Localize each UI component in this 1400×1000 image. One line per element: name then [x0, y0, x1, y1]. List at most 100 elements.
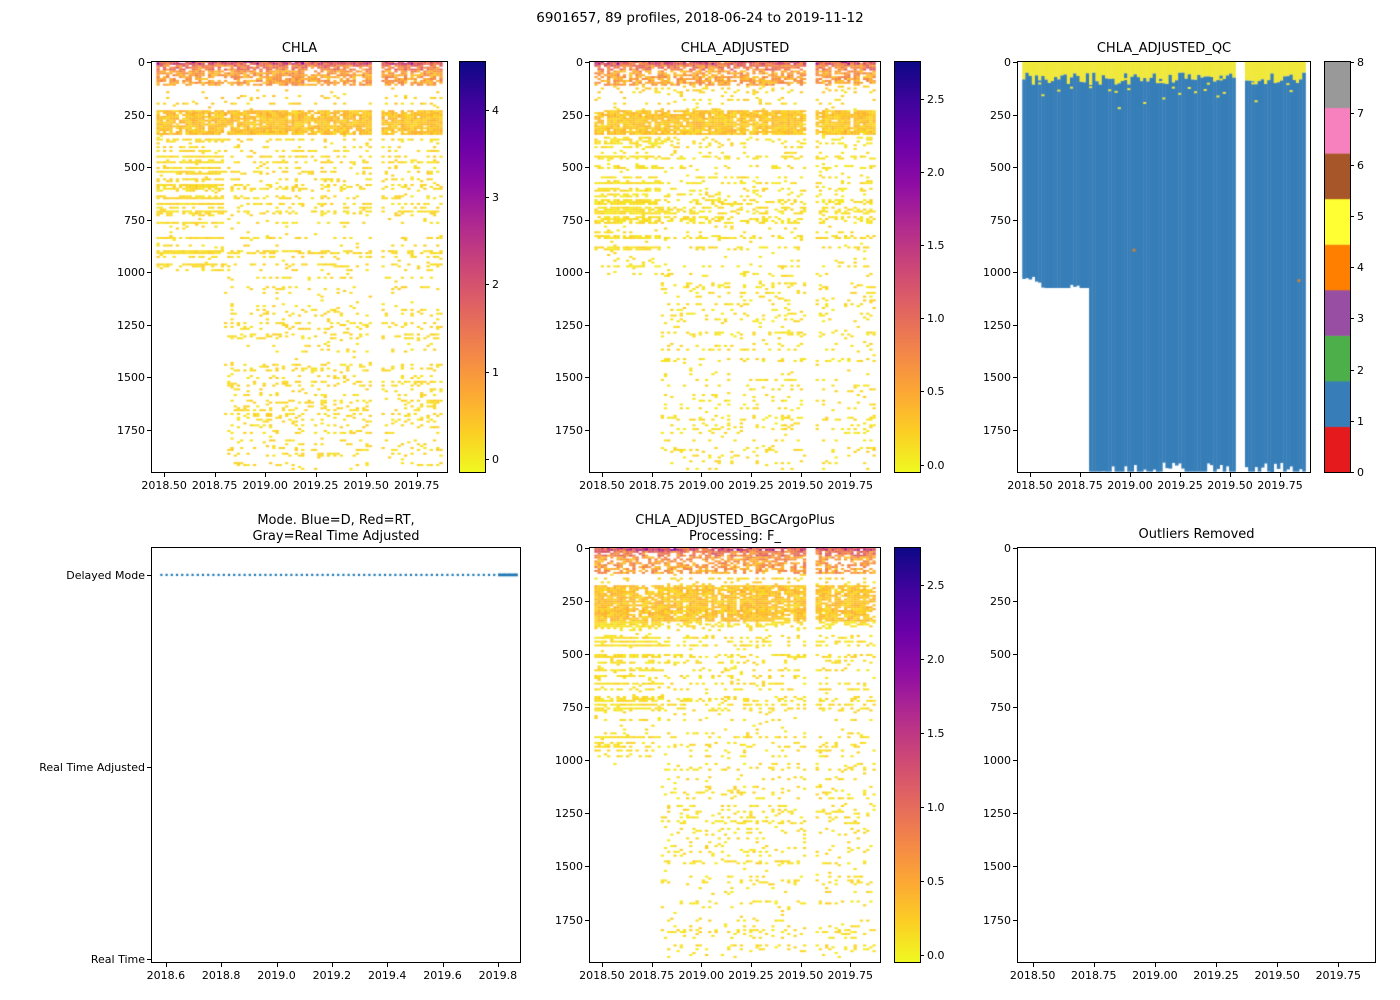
y-tick-label: 1750: [117, 423, 145, 437]
y-tick-label: 1750: [555, 913, 583, 927]
y-tick-mark: [585, 429, 589, 431]
x-tick-mark: [497, 963, 499, 967]
colorbar-tick-label: 1: [1357, 414, 1364, 428]
colorbar-tick-mark: [485, 109, 489, 111]
x-tick-mark: [701, 963, 703, 967]
x-tick-mark: [850, 963, 852, 967]
colorbar-tick-label: 4: [492, 103, 499, 117]
x-tick-mark: [1230, 473, 1231, 477]
y-tick-mark: [147, 272, 151, 274]
subplot-title-chla_adjusted_qc: CHLA_ADJUSTED_QC: [938, 41, 1390, 57]
y-tick-mark: [1013, 219, 1017, 221]
x-tick-label: 2019.0: [257, 969, 296, 982]
y-tick-mark: [585, 219, 589, 221]
y-tick-label: 750: [562, 213, 583, 227]
y-tick-mark: [1013, 324, 1017, 326]
subplot-axes-mode: [151, 547, 521, 963]
x-tick-label: 2019.6: [423, 969, 462, 982]
colorbar-tick-mark: [1350, 472, 1354, 473]
colorbar-tick-label: 0.0: [927, 458, 945, 472]
colorbar-tick-label: 1.5: [927, 726, 945, 740]
x-tick-label: 2019.25: [1157, 479, 1203, 492]
y-tick-mark: [585, 114, 589, 116]
subplot-axes-chla: [151, 61, 448, 473]
y-tick-mark: [585, 813, 589, 815]
colorbar-tick-label: 8: [1357, 56, 1364, 69]
x-tick-mark: [800, 963, 802, 967]
colorbar-tick-mark: [920, 954, 924, 956]
colorbar-tick-mark: [920, 732, 924, 734]
x-tick-mark: [1032, 963, 1034, 967]
colorbar-tick-mark: [1350, 62, 1354, 63]
colorbar-chla_adjusted_qc: [1324, 61, 1351, 473]
y-tick-label: 1000: [983, 754, 1011, 768]
colorbar-tick-label: 2.0: [927, 652, 945, 666]
y-tick-mark: [1013, 167, 1017, 169]
colorbar-tick-label: 1.0: [927, 312, 945, 326]
x-tick-mark: [1216, 963, 1218, 967]
x-tick-label: 2018.75: [1071, 969, 1117, 982]
x-tick-label: 2018.8: [201, 969, 241, 982]
subplot-title-line: Gray=Real Time Adjusted: [252, 529, 420, 544]
colorbar-tick-mark: [920, 391, 924, 393]
y-tick-mark: [585, 548, 589, 549]
y-tick-label: 500: [562, 648, 583, 662]
x-tick-mark: [1130, 473, 1131, 477]
y-tick-mark: [1013, 377, 1017, 379]
x-tick-mark: [416, 473, 418, 477]
y-tick-label: 1500: [555, 860, 583, 874]
subplot-title-outliers: Outliers Removed: [938, 527, 1400, 543]
colorbar-tick-label: 2.0: [927, 165, 945, 179]
x-tick-mark: [331, 963, 333, 967]
y-tick-mark: [1013, 866, 1017, 868]
x-tick-mark: [750, 963, 752, 967]
subplot-title-mode: Mode. Blue=D, Red=RT, Gray=Real Time Adju…: [72, 513, 600, 545]
y-tick-label: 1000: [555, 754, 583, 768]
x-tick-mark: [165, 963, 167, 967]
x-tick-mark: [651, 963, 653, 967]
x-tick-mark: [221, 963, 223, 967]
y-tick-label: Real Time Adjusted: [39, 760, 145, 774]
y-tick-label: 500: [562, 161, 583, 175]
colorbar-tick-mark: [1350, 164, 1354, 166]
chla_adjusted-plot-canvas: [590, 62, 880, 472]
colorbar-tick-label: 0.5: [927, 874, 945, 888]
subplot-title-line: Mode. Blue=D, Red=RT,: [257, 513, 415, 528]
colorbar-tick-mark: [1350, 420, 1354, 422]
x-tick-mark: [1030, 473, 1031, 477]
subplot-axes-chla_adjusted_qc: [1017, 61, 1311, 473]
colorbar-bgc: [894, 547, 921, 963]
y-tick-mark: [147, 114, 151, 116]
colorbar-tick-label: 0.0: [927, 948, 945, 962]
x-tick-label: 2018.50: [579, 479, 625, 492]
x-tick-label: 2019.8: [478, 969, 518, 982]
y-tick-label: 1250: [117, 318, 145, 332]
x-tick-label: 2019.25: [1193, 969, 1239, 982]
colorbar-tick-mark: [920, 584, 924, 586]
chla_adjusted-colorbar-canvas: [895, 62, 920, 472]
y-tick-label: 1250: [555, 318, 583, 332]
x-tick-label: 2018.50: [1007, 479, 1053, 492]
x-tick-mark: [1280, 473, 1281, 477]
colorbar-tick-mark: [1350, 267, 1354, 268]
y-tick-label: 0: [576, 56, 583, 69]
y-tick-mark: [1013, 654, 1017, 656]
x-tick-mark: [701, 473, 703, 477]
subplot-axes-chla_adjusted: [589, 61, 881, 473]
y-tick-mark: [585, 866, 589, 868]
colorbar-tick-mark: [1350, 318, 1354, 320]
x-tick-mark: [1154, 963, 1156, 967]
y-tick-label: 500: [124, 161, 145, 175]
y-tick-mark: [147, 377, 151, 379]
y-tick-mark: [147, 324, 151, 326]
subplot-title-line: CHLA: [281, 41, 318, 56]
x-tick-label: 2019.75: [827, 479, 873, 492]
x-tick-mark: [1338, 963, 1340, 967]
x-tick-mark: [850, 473, 852, 477]
x-tick-mark: [651, 473, 653, 477]
y-tick-mark: [585, 324, 589, 326]
subplot-title-line: Outliers Removed: [1138, 527, 1255, 542]
x-tick-label: 2018.6: [146, 969, 186, 982]
y-tick-label: 750: [562, 701, 583, 715]
